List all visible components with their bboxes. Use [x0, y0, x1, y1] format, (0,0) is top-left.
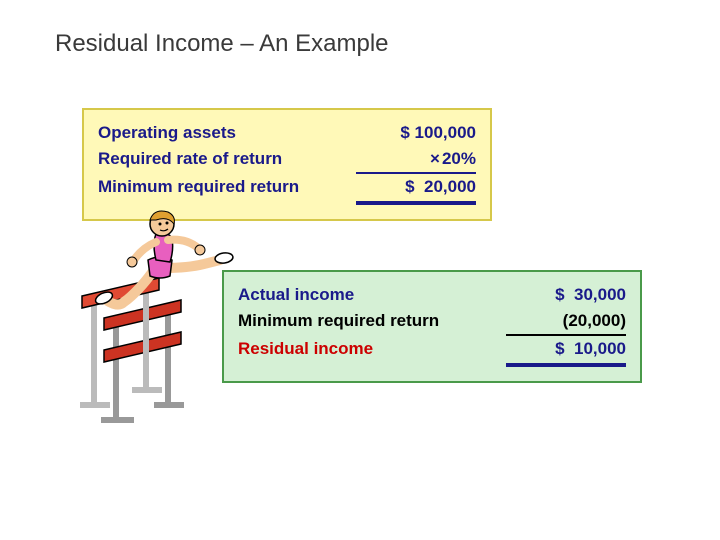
row-label: Minimum required return	[98, 174, 299, 200]
hurdle-back	[101, 300, 184, 420]
page-title: Residual Income – An Example	[55, 30, 389, 58]
hurdle-icon	[76, 230, 236, 430]
calc-row: Minimum required return $ 20,000	[98, 174, 476, 205]
calc-row: Required rate of return ×20%	[98, 146, 476, 175]
calc-row: Minimum required return (20,000)	[238, 308, 626, 337]
row-value: ×20%	[356, 146, 476, 175]
row-value: $ 100,000	[356, 120, 476, 146]
calc-row: Residual income $ 10,000	[238, 336, 626, 367]
row-value: (20,000)	[506, 308, 626, 337]
row-value: $ 30,000	[506, 282, 626, 308]
row-value: $ 10,000	[506, 336, 626, 364]
hurdle-jumper-illustration	[76, 230, 236, 430]
calc-box-minimum-return: Operating assets $ 100,000 Required rate…	[82, 108, 492, 221]
row-label: Minimum required return	[238, 308, 439, 334]
row-label: Required rate of return	[98, 146, 282, 172]
calc-box-residual-income: Actual income $ 30,000 Minimum required …	[222, 270, 642, 383]
row-label: Residual income	[238, 336, 373, 362]
calc-row: Operating assets $ 100,000	[98, 120, 476, 146]
row-label: Actual income	[238, 282, 354, 308]
row-value: $ 20,000	[356, 174, 476, 202]
row-label: Operating assets	[98, 120, 236, 146]
calc-row: Actual income $ 30,000	[238, 282, 626, 308]
